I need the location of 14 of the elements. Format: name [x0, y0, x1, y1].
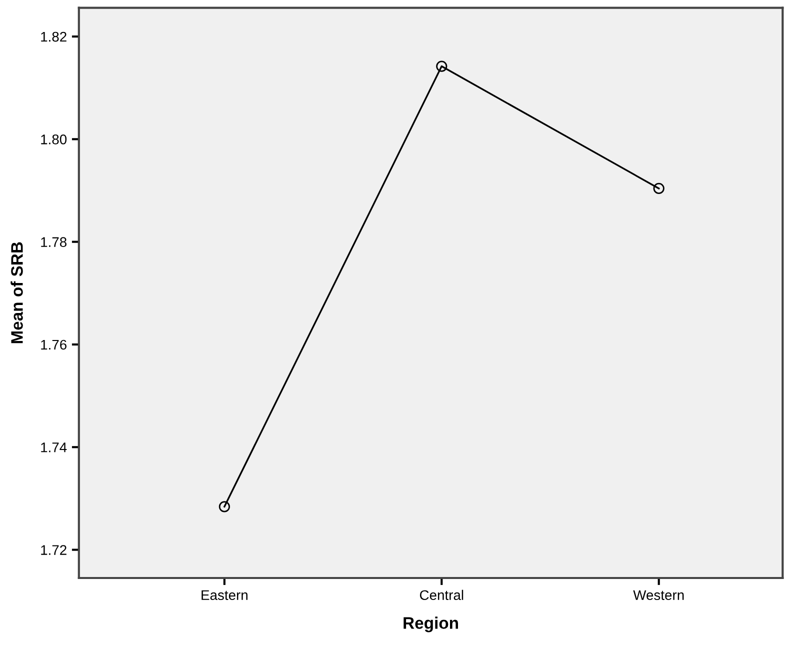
x-tick-label: Eastern [202, 590, 248, 600]
point [218, 501, 230, 512]
y-tick-label: 1.78 [41, 237, 66, 247]
y-tick-label: 1.74 [41, 442, 67, 452]
x-tick-label: Western [633, 590, 684, 600]
y-axis-title: Mean of SRB [10, 242, 23, 344]
y-tick-label: 1.72 [41, 545, 66, 555]
x-axis-title: Region [404, 616, 458, 632]
x-tick-label: Central [420, 590, 464, 600]
point [653, 182, 664, 194]
point [436, 60, 448, 72]
y-tick-label: 1.82 [41, 32, 66, 42]
y-tick-label: 1.76 [41, 340, 66, 350]
y-tick-label: 1.80 [41, 134, 67, 144]
